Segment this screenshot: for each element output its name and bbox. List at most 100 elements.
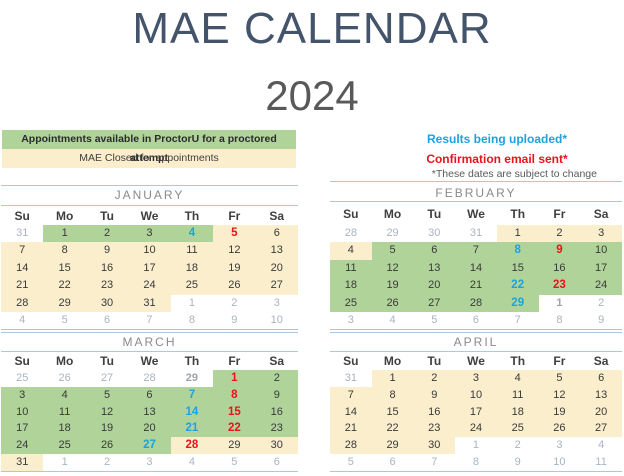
- calendar-cell: 30: [85, 294, 129, 312]
- month-title: JANUARY: [1, 185, 298, 206]
- calendar-cell: 10: [580, 242, 622, 260]
- calendar-cell: 7: [146, 313, 153, 326]
- calendar-cell: 25: [496, 420, 539, 438]
- weekday-label: Th: [510, 206, 526, 221]
- calendar-cell: 12: [371, 259, 414, 278]
- calendar-cell: 2: [255, 370, 298, 387]
- calendar-cell: 3: [580, 225, 622, 243]
- calendar-cell: 13: [413, 259, 456, 278]
- calendar-cell: 10: [1, 403, 44, 421]
- calendar-cell: 13: [580, 386, 622, 404]
- calendar-cell: 31: [128, 294, 171, 312]
- calendar-cell: 26: [85, 437, 129, 454]
- weekday-label: Sa: [593, 354, 609, 368]
- calendar-cell: 10: [553, 455, 566, 468]
- weekday-label: Su: [14, 354, 30, 368]
- weekday-label: We: [467, 354, 485, 368]
- calendar-cell: 31: [469, 227, 483, 239]
- calendar-cell: 5: [431, 313, 438, 326]
- calendar-cell: 27: [128, 437, 171, 454]
- calendar-cell: 29: [185, 372, 199, 384]
- calendar-cell: 4: [496, 370, 539, 387]
- legend-left: Appointments available in ProctorU for a…: [2, 130, 296, 168]
- calendar-cell: 2: [104, 455, 111, 468]
- calendar-cell: 8: [213, 386, 256, 404]
- calendar-cell: 17: [128, 259, 171, 278]
- weekday-label: Tu: [427, 354, 442, 368]
- calendar-cell: 28: [170, 437, 214, 454]
- calendar-cell: 15: [496, 259, 539, 278]
- month-grid: 31 1 2 3 4 5 6 7 8 9 10 11 12 13 14 15 16 17 18 19 20 21 22 23 2…: [330, 370, 622, 472]
- calendar-cell: 7: [514, 313, 521, 326]
- weekday-label: Su: [343, 206, 359, 221]
- month-title: FEBRUARY: [330, 181, 622, 202]
- weekday-label: Sa: [269, 208, 285, 223]
- calendar-cell: 21: [170, 420, 214, 438]
- calendar-cell: 11: [330, 259, 372, 278]
- calendar-cell: 29: [386, 227, 399, 239]
- weekday-label: Th: [184, 208, 200, 223]
- weekday-header-row: Su Mo Tu We Th Fr Sa: [330, 352, 622, 370]
- calendar-cell: 31: [344, 372, 357, 384]
- calendar-cell: 17: [455, 403, 497, 421]
- calendar-cell: 7: [170, 386, 214, 404]
- calendar-cell: 13: [128, 403, 171, 421]
- calendar-cell: 14: [170, 403, 214, 421]
- calendar-cell: 14: [1, 259, 44, 278]
- weekday-label: Tu: [427, 206, 442, 221]
- calendar-cell: 16: [413, 403, 456, 421]
- calendar-cell: 1: [61, 455, 68, 468]
- calendar-cell: 8: [371, 386, 414, 404]
- calendar-cell: 6: [413, 242, 456, 260]
- calendar-cell: 4: [330, 242, 372, 260]
- calendar-cell: 5: [371, 242, 414, 260]
- month-title: APRIL: [330, 332, 622, 352]
- weekday-label: Fr: [228, 208, 241, 223]
- calendar-cell: 1: [188, 296, 195, 309]
- calendar-cell: 18: [43, 420, 86, 438]
- calendar-cell: 23: [413, 420, 456, 438]
- calendar-cell: 9: [85, 242, 129, 260]
- calendar-cell: 5: [347, 455, 354, 468]
- calendar-cell: 1: [496, 225, 539, 243]
- calendar-cell: 9: [413, 386, 456, 404]
- calendar-cell: 1: [43, 225, 86, 243]
- calendar-cell: 20: [580, 403, 622, 421]
- calendar-cell: 12: [538, 386, 581, 404]
- calendar-cell: 11: [170, 242, 214, 260]
- page-title: MAE CALENDAR: [132, 4, 492, 53]
- calendar-cell: 5: [538, 370, 581, 387]
- calendar-cell: 6: [580, 370, 622, 387]
- calendar-cell: 18: [170, 259, 214, 278]
- calendar-cell: 27: [413, 294, 456, 312]
- calendar-cell: 28: [1, 294, 44, 312]
- calendar-cell: 2: [413, 370, 456, 387]
- weekday-label: Mo: [55, 354, 74, 368]
- calendar-cell: 17: [580, 259, 622, 278]
- month-march: MARCH Su Mo Tu We Th Fr Sa 25 26 27 28 29 1 2 3 4 5 6 7 8 9…: [1, 332, 298, 472]
- calendar-cell: 8: [472, 455, 480, 468]
- calendar-cell: 7: [431, 455, 438, 468]
- calendar-cell: 7: [455, 242, 497, 260]
- calendar-cell: 2: [538, 225, 581, 243]
- calendar-cell: 6: [273, 455, 280, 468]
- calendar-cell: 3: [146, 455, 153, 468]
- calendar-cell: 12: [213, 242, 256, 260]
- calendar-cell: 23: [85, 277, 129, 295]
- weekday-label: Fr: [553, 354, 566, 368]
- calendar-cell: 18: [496, 403, 539, 421]
- calendar-cell: 21: [455, 277, 497, 295]
- calendar-cell: 5: [61, 313, 68, 326]
- calendar-cell: 9: [598, 313, 605, 326]
- calendar-cell: 7: [1, 242, 44, 260]
- calendar-cell: 25: [43, 437, 86, 454]
- page-year: 2024: [265, 72, 359, 119]
- calendar-cell: 11: [496, 386, 539, 404]
- calendar-cell: 24: [128, 277, 171, 295]
- calendar-cell: 29: [43, 294, 86, 312]
- calendar-cell: 19: [213, 259, 256, 278]
- calendar-cell: 22: [496, 277, 539, 295]
- calendar-cell: 24: [580, 277, 622, 295]
- calendar-cell: 12: [85, 403, 129, 421]
- calendar-cell: 3: [128, 225, 171, 243]
